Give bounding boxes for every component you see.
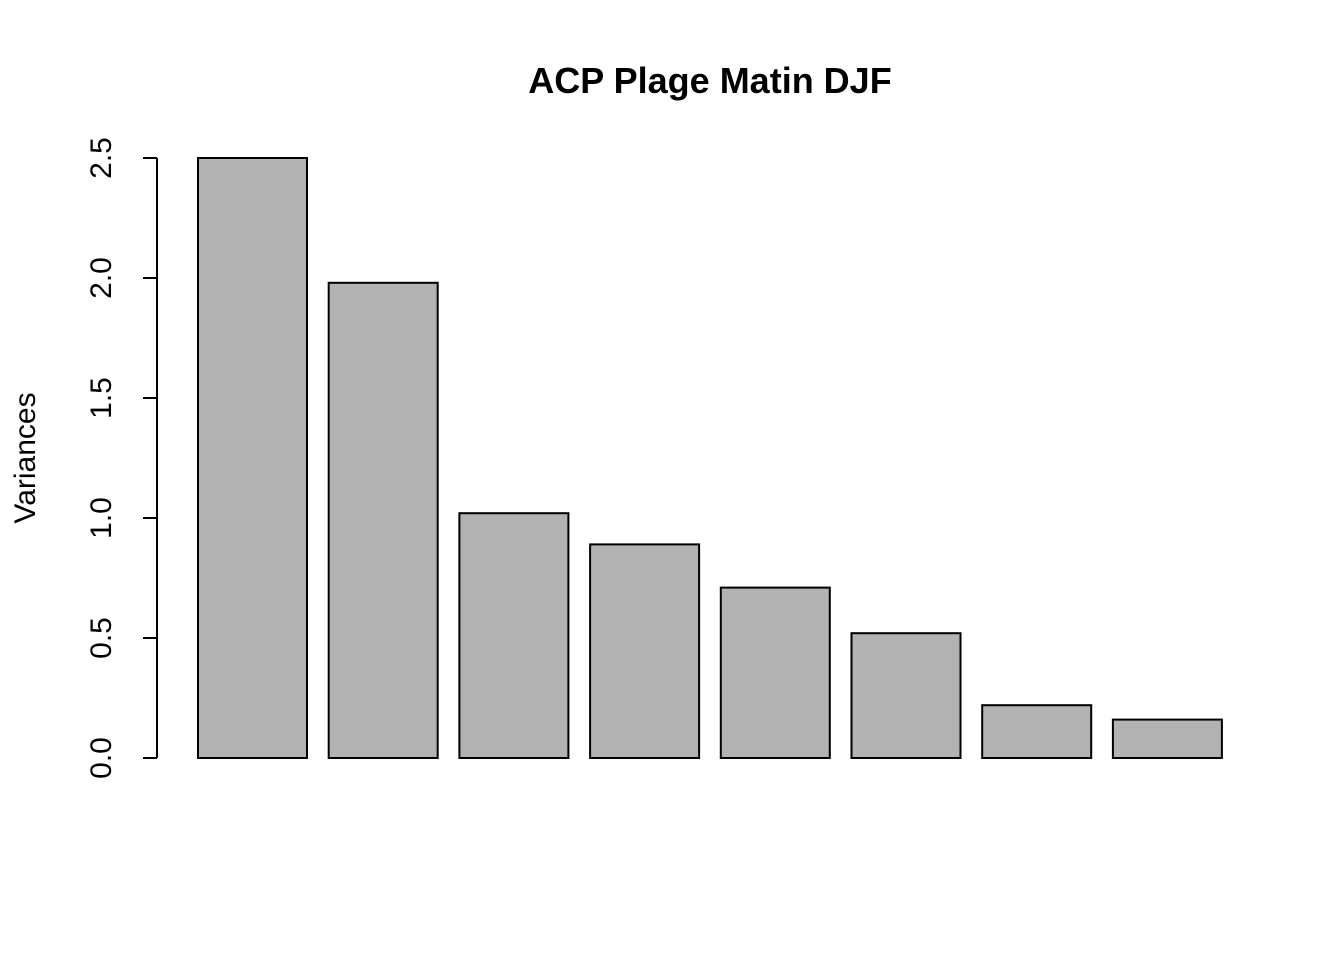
y-tick-label: 1.5 bbox=[85, 377, 118, 419]
y-tick-label: 0.0 bbox=[85, 737, 118, 779]
y-axis: 0.0 0.5 1.0 1.5 2.0 2.5 bbox=[85, 137, 158, 779]
bar bbox=[1111, 718, 1223, 759]
y-tick-label: 0.5 bbox=[85, 617, 118, 659]
bar bbox=[327, 281, 439, 759]
bar bbox=[197, 157, 308, 759]
y-tick-label: 2.0 bbox=[85, 257, 118, 299]
bar bbox=[589, 543, 701, 760]
y-axis-label: Variances bbox=[9, 392, 42, 523]
bar bbox=[719, 586, 831, 759]
y-tick-label: 1.0 bbox=[85, 497, 118, 539]
bar bbox=[850, 632, 962, 760]
bar bbox=[458, 512, 570, 760]
chart-title: ACP Plage Matin DJF bbox=[528, 60, 891, 101]
bar bbox=[981, 704, 1093, 760]
y-tick-label: 2.5 bbox=[85, 137, 118, 179]
bars-group bbox=[197, 157, 1223, 760]
